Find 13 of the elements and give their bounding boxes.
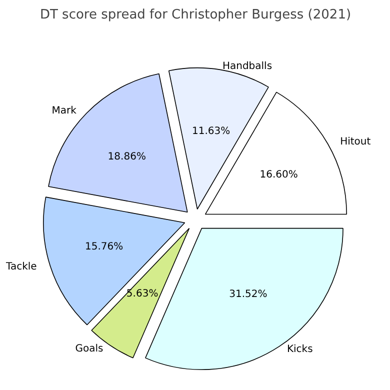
slice-label: Mark [52,105,77,116]
slice-label: Handballs [222,60,272,72]
data-label: 5.63% [126,288,158,300]
data-label: 31.52% [229,288,268,300]
data-label: 15.76% [84,242,124,252]
slice-label: Hitout [340,136,371,148]
chart-title: DT score spread for Christopher Burgess (2021) [40,8,352,22]
slice-label: Goals [75,343,104,354]
slice-label: Kicks [286,344,313,355]
slice-label: Tackle [5,262,37,273]
data-label: 16.60% [260,169,298,180]
data-label: 18.86% [108,151,146,162]
data-label: 11.63% [192,126,230,137]
